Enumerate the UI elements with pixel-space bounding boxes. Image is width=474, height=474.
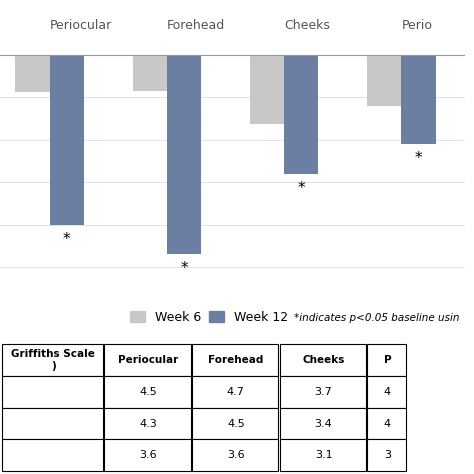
Bar	[192, 376, 278, 408]
Bar	[280, 408, 366, 439]
Bar	[280, 344, 366, 376]
Text: 3.4: 3.4	[315, 419, 332, 428]
Text: Forehead: Forehead	[167, 19, 225, 32]
Text: Griffiths Scale
): Griffiths Scale )	[11, 349, 95, 371]
Bar	[104, 344, 191, 376]
Text: *: *	[180, 261, 188, 275]
Text: *: *	[415, 151, 422, 166]
Bar	[2, 408, 103, 439]
Text: P: P	[383, 355, 392, 365]
Text: 3: 3	[384, 450, 391, 460]
Bar	[104, 408, 191, 439]
Bar	[280, 439, 366, 471]
Text: 3.6: 3.6	[139, 450, 157, 460]
Bar	[104, 439, 191, 471]
Bar	[133, 55, 167, 91]
Bar	[192, 344, 278, 376]
Bar	[192, 408, 278, 439]
Text: 4: 4	[384, 387, 391, 397]
Text: 3.1: 3.1	[315, 450, 332, 460]
Bar	[367, 344, 406, 376]
Bar	[15, 55, 50, 92]
Text: *indicates p<0.05 baseline usin: *indicates p<0.05 baseline usin	[294, 312, 459, 323]
Text: 4.7: 4.7	[227, 387, 245, 397]
Text: *: *	[63, 232, 71, 246]
Bar	[367, 376, 406, 408]
Text: 4.3: 4.3	[139, 419, 157, 428]
Text: Perio: Perio	[401, 19, 432, 32]
Bar	[2, 439, 103, 471]
Bar	[192, 439, 278, 471]
Bar	[250, 55, 284, 124]
Text: Forehead: Forehead	[208, 355, 264, 365]
Text: 4: 4	[384, 419, 391, 428]
Text: Periocular: Periocular	[118, 355, 178, 365]
Text: Cheeks: Cheeks	[284, 19, 330, 32]
Bar	[367, 408, 406, 439]
Text: 3.6: 3.6	[227, 450, 245, 460]
Text: Periocular: Periocular	[50, 19, 112, 32]
Legend: Week 6, Week 12: Week 6, Week 12	[125, 306, 292, 329]
Bar	[401, 55, 436, 144]
Bar	[50, 55, 84, 225]
Bar	[167, 55, 201, 254]
Text: 4.5: 4.5	[227, 419, 245, 428]
Bar	[2, 344, 103, 376]
Bar	[104, 376, 191, 408]
Text: *: *	[298, 181, 305, 196]
Bar	[367, 439, 406, 471]
Text: 4.5: 4.5	[139, 387, 157, 397]
Text: Cheeks: Cheeks	[302, 355, 345, 365]
Bar	[284, 55, 319, 174]
Bar	[280, 376, 366, 408]
Bar	[2, 376, 103, 408]
Text: 3.7: 3.7	[315, 387, 332, 397]
Bar	[367, 55, 401, 106]
